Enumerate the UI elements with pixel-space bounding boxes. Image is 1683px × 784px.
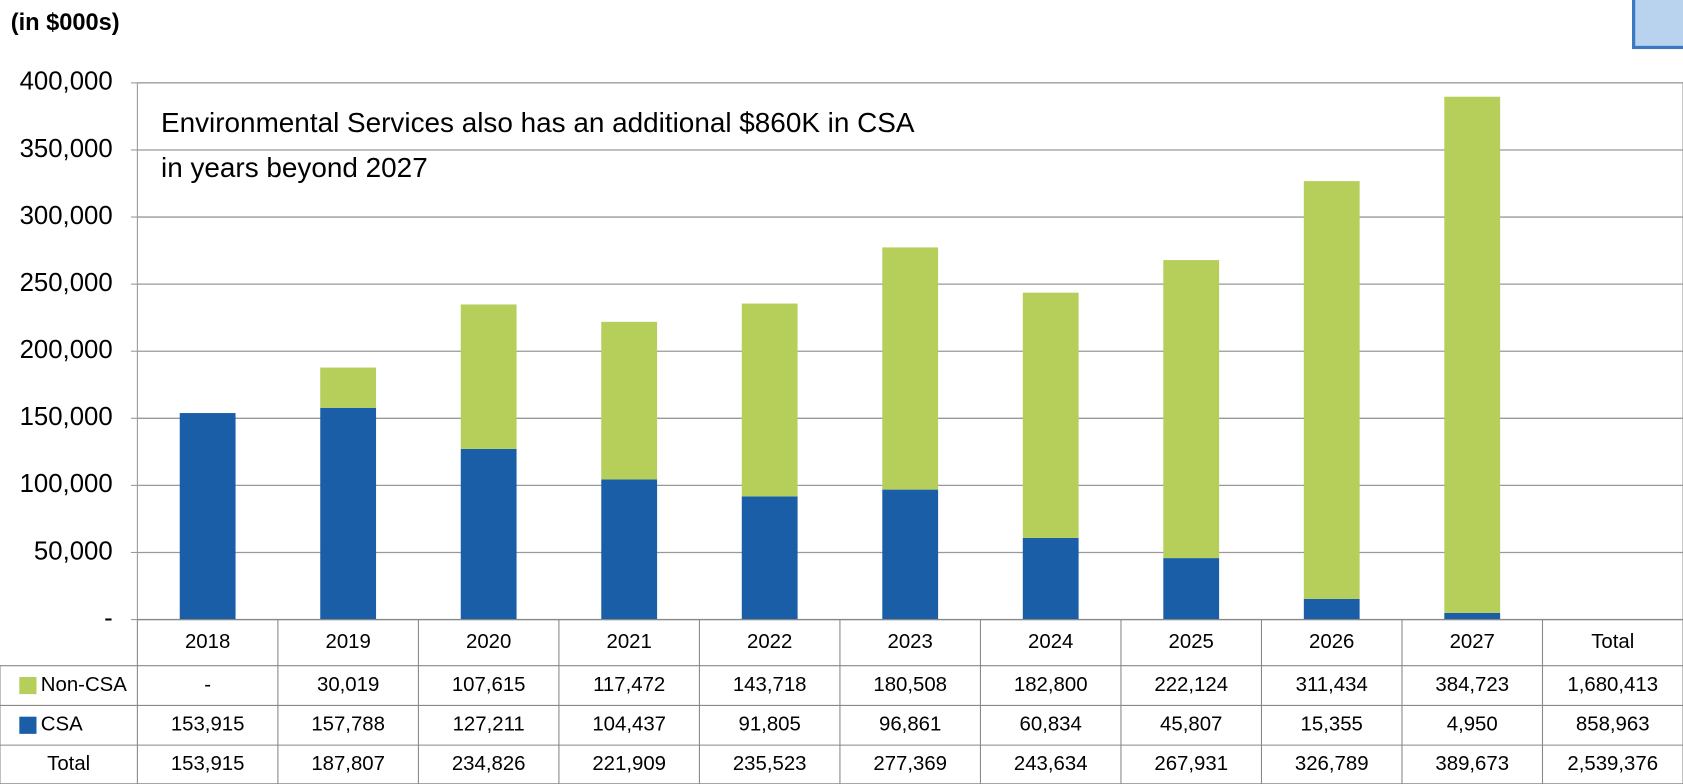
bar-segment [1163, 558, 1220, 620]
x-tick-label: 2023 [888, 631, 933, 653]
table-cell: 143,718 [733, 674, 807, 696]
x-tick-label: 2026 [1309, 631, 1354, 653]
table-cell: 107,615 [452, 674, 526, 696]
bar-segment [320, 407, 377, 620]
bar-segment [460, 448, 517, 620]
table-cell: 60,834 [1020, 714, 1082, 736]
legend-label: Non-CSA [41, 674, 127, 696]
bar-segment [882, 247, 939, 490]
table-cell: 153,915 [171, 753, 245, 775]
y-tick-label: 50,000 [34, 537, 113, 565]
annotation: in years beyond 2027 [161, 152, 428, 183]
bar-segment [1022, 537, 1079, 620]
table-cell: 30,019 [317, 674, 379, 696]
table-cell: 389,673 [1435, 753, 1509, 775]
y-tick-label: 100,000 [20, 470, 113, 498]
table-cell: 277,369 [873, 753, 947, 775]
y-tick-label: - [104, 604, 113, 632]
table-header: Total [1591, 631, 1634, 653]
bar-segment [1022, 292, 1079, 538]
corner-button [1632, 0, 1683, 50]
table-cell: 1,680,413 [1567, 674, 1658, 696]
x-tick-label: 2027 [1450, 631, 1495, 653]
table-cell: 384,723 [1435, 674, 1509, 696]
table-cell: 326,789 [1295, 753, 1369, 775]
x-tick-label: 2025 [1169, 631, 1214, 653]
annotation: Environmental Services also has an addit… [161, 107, 915, 138]
bar-segment [1444, 612, 1501, 620]
table-cell: 222,124 [1154, 674, 1228, 696]
y-tick-label: 200,000 [20, 336, 113, 364]
legend-swatch [19, 716, 37, 734]
y-tick-label: 300,000 [20, 202, 113, 230]
table-cell: 182,800 [1014, 674, 1088, 696]
table-cell: 221,909 [592, 753, 666, 775]
bar-segment [179, 413, 236, 620]
bar-segment [1303, 181, 1360, 599]
table-cell: 311,434 [1296, 674, 1368, 696]
table-cell: 187,807 [311, 753, 385, 775]
table-cell: 2,539,376 [1567, 753, 1658, 775]
x-tick-label: 2021 [607, 631, 652, 653]
bar-segment [741, 303, 798, 497]
y-tick-label: 150,000 [20, 403, 113, 431]
table-cell: 157,788 [311, 714, 385, 736]
table-cell: 235,523 [733, 753, 807, 775]
bar-segment [882, 489, 939, 620]
chart-title: (in $000s) [11, 10, 120, 36]
table-cell: 180,508 [873, 674, 947, 696]
legend-swatch [19, 676, 37, 695]
table-cell: 127,211 [453, 714, 525, 736]
table-cell: 117,472 [593, 674, 665, 696]
y-tick-label: 250,000 [20, 269, 113, 297]
bar-segment [1303, 598, 1360, 620]
table-cell: 15,355 [1301, 714, 1363, 736]
bar-segment [1163, 260, 1220, 559]
legend-label: CSA [41, 714, 83, 736]
x-tick-label: 2018 [185, 631, 230, 653]
bar-segment [460, 304, 517, 449]
table-cell: 234,826 [452, 753, 526, 775]
bar-segment [601, 321, 658, 480]
y-tick-label: 350,000 [20, 135, 113, 163]
x-tick-label: 2024 [1028, 631, 1073, 653]
table-cell: 858,963 [1576, 714, 1650, 736]
table-cell: 45,807 [1160, 714, 1222, 736]
table-cell: 4,950 [1447, 714, 1498, 736]
x-tick-label: 2019 [325, 631, 370, 653]
x-tick-label: 2020 [466, 631, 511, 653]
bar-segment [741, 496, 798, 620]
table-cell: 96,861 [879, 714, 941, 736]
row-label: Total [47, 753, 90, 775]
bar-segment [601, 479, 658, 620]
table-cell: 104,437 [592, 714, 666, 736]
bar-segment [320, 367, 377, 408]
table-cell: 243,634 [1014, 753, 1088, 775]
table-cell: 267,931 [1154, 753, 1228, 775]
table-cell: - [204, 674, 211, 696]
table-cell: 153,915 [171, 714, 245, 736]
y-tick-label: 400,000 [20, 68, 113, 96]
bar-segment [1444, 96, 1501, 613]
table-cell: 91,805 [739, 714, 801, 736]
x-tick-label: 2022 [747, 631, 792, 653]
